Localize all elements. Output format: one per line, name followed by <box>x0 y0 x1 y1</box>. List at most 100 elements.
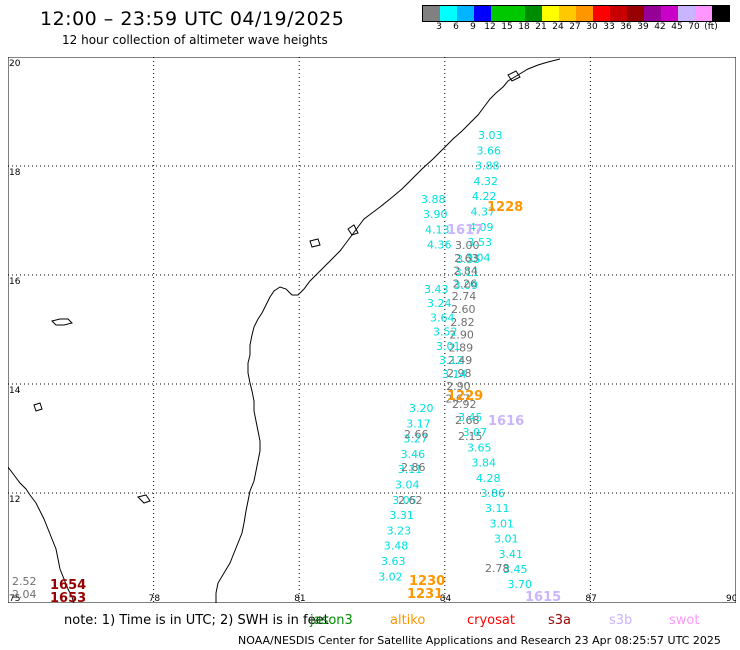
wave-height-value: 3.66 <box>477 144 502 157</box>
wave-height-value: 3.43 <box>424 283 449 296</box>
wave-height-value: 3.01 <box>490 517 515 530</box>
wave-height-value: 3.70 <box>508 578 533 591</box>
wave-height-value: 2.15 <box>458 430 483 443</box>
color-scale-label: 45 <box>671 22 683 32</box>
wave-height-value: 2.92 <box>452 398 477 411</box>
wave-height-value: 3.45 <box>503 563 528 576</box>
wave-height-value: 4.09 <box>469 221 494 234</box>
wave-height-value: 3.04 <box>395 479 420 492</box>
wave-height-value: 3.11 <box>485 502 510 515</box>
color-swatch <box>610 6 627 21</box>
pass-time-label: 1229 <box>447 389 483 404</box>
color-swatch <box>457 6 474 21</box>
legend-item-altiko: altiko <box>390 613 426 628</box>
pass-time-label: 1615 <box>525 590 561 603</box>
island-1 <box>51 318 73 326</box>
color-scale-label: 6 <box>453 22 459 32</box>
x-tick-label: 87 <box>585 594 596 603</box>
wave-height-value: 2.63 <box>454 252 479 265</box>
wave-height-value: 4.28 <box>476 472 501 485</box>
color-swatch <box>491 6 508 21</box>
y-tick-label: 20 <box>9 59 21 69</box>
legend-item-jason3: jason3 <box>310 613 353 628</box>
wave-height-value: 3.52 <box>433 326 458 339</box>
wave-height-value: 3.02 <box>378 570 403 583</box>
wave-height-value: 3.84 <box>472 457 497 470</box>
color-swatch <box>474 6 491 21</box>
wave-height-value: 3.35 <box>456 253 481 266</box>
wave-height-value: 2.62 <box>398 494 423 507</box>
island-4 <box>347 224 359 236</box>
wave-height-value: 3.48 <box>384 540 409 553</box>
island-3 <box>33 402 43 412</box>
pass-time-label: 1228 <box>487 200 523 215</box>
color-scale-label: 21 <box>535 22 547 32</box>
x-tick-label: 78 <box>149 594 161 603</box>
wave-height-value: 3.17 <box>406 417 431 430</box>
color-scale-bar <box>422 5 730 22</box>
wave-height-value: 2.60 <box>451 303 476 316</box>
wave-height-value: 3.27 <box>403 433 428 446</box>
wave-height-value: 2.90 <box>446 380 471 393</box>
wave-height-value: 2.66 <box>404 428 429 441</box>
x-tick-label: 90 <box>726 594 736 603</box>
island-5 <box>309 238 321 248</box>
wave-height-value: 3.46 <box>401 448 426 461</box>
wave-height-value: 4.22 <box>472 190 497 203</box>
color-swatch <box>695 6 712 21</box>
wave-height-value: 3.11 <box>398 463 423 476</box>
color-scale-label: 9 <box>470 22 476 32</box>
wave-height-value: 3.01 <box>436 340 461 353</box>
pass-time-label: 1653 <box>50 591 86 603</box>
color-swatch <box>559 6 576 21</box>
page-title: 12:00 – 23:59 UTC 04/19/2025 <box>40 8 345 30</box>
color-swatch <box>593 6 610 21</box>
wave-height-value: 4.13 <box>425 223 450 236</box>
wave-height-value: 3.11 <box>455 266 480 279</box>
color-swatch <box>423 6 440 21</box>
color-scale-label: 12 <box>484 22 496 32</box>
wave-height-tracks: 3.033.663.884.324.224.374.093.533.043.35… <box>12 129 532 601</box>
wave-height-value: 4.37 <box>471 206 496 219</box>
color-scale-label: 39 <box>637 22 649 32</box>
wave-height-value: 2.26 <box>453 277 478 290</box>
color-swatch <box>525 6 542 21</box>
color-scale-label: 15 <box>501 22 513 32</box>
wave-height-value: 2.84 <box>453 265 478 278</box>
color-scale-label: (ft) <box>704 22 718 32</box>
wave-height-value: 2.67 <box>445 393 470 406</box>
color-scale-label: 27 <box>569 22 581 32</box>
island-6 <box>507 70 521 82</box>
east-coast-india <box>215 58 561 603</box>
y-tick-label: 14 <box>9 386 21 396</box>
pass-time-label: 1654 <box>50 578 86 593</box>
color-swatch <box>712 6 729 21</box>
wave-height-value: 2.49 <box>448 354 473 367</box>
wave-height-value: 2.89 <box>449 341 474 354</box>
color-scale-label: 36 <box>620 22 632 32</box>
wave-height-value: 2.68 <box>455 414 480 427</box>
credit-line: NOAA/NESDIS Center for Satellite Applica… <box>238 634 721 647</box>
wave-height-value: 3.23 <box>387 524 412 537</box>
pass-time-label: 1231 <box>407 587 443 602</box>
legend-item-cryosat: cryosat <box>467 613 515 628</box>
color-swatch <box>644 6 661 21</box>
x-tick-label: 84 <box>440 594 452 603</box>
wave-height-value: 3.00 <box>455 239 480 252</box>
x-tick-label: 81 <box>294 594 305 603</box>
color-scale-label: 42 <box>654 22 666 32</box>
color-scale-label: 30 <box>586 22 598 32</box>
color-swatch <box>627 6 644 21</box>
wave-height-value: 3.41 <box>499 548 524 561</box>
wave-height-value: 3.88 <box>421 193 446 206</box>
color-scale-label: 24 <box>552 22 564 32</box>
footnote: note: 1) Time is in UTC; 2) SWH is in fe… <box>64 613 329 628</box>
wave-height-value: 3.20 <box>409 402 434 415</box>
y-tick-label: 18 <box>9 168 21 178</box>
wave-height-value: 3.45 <box>458 411 483 424</box>
wave-height-value: 2.04 <box>12 588 37 601</box>
wave-height-value: 2.86 <box>401 461 426 474</box>
wave-height-value: 3.05 <box>392 494 417 507</box>
pass-time-label: 1230 <box>409 574 445 589</box>
